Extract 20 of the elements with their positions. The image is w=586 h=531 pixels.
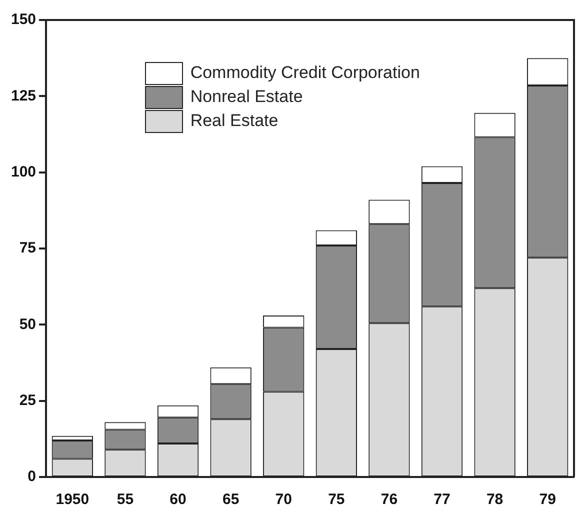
y-tick-label: 75 [19,240,36,257]
x-tick-label: 65 [222,491,240,508]
legend-label: Commodity Credit Corporation [190,63,420,84]
y-tick-label: 0 [28,468,36,486]
y-tick-label: 50 [19,316,36,333]
x-tick-label: 76 [380,491,398,508]
x-tick-label: 55 [116,491,134,508]
x-tick-label: 78 [486,491,504,508]
x-tick-label: 70 [275,491,292,508]
y-tick-label: 100 [10,163,36,180]
y-tick-label: 25 [19,392,36,409]
y-tick-label: 150 [10,11,36,28]
x-tick-label: 75 [328,491,345,508]
y-tick-label: 125 [10,87,36,104]
x-tick-label: 1950 [56,491,90,508]
legend-label: Nonreal Estate [190,87,303,108]
legend-label: Real Estate [190,111,278,132]
x-tick-label: 77 [434,491,450,508]
x-tick-label: 60 [170,491,186,508]
x-tick-label: 79 [539,491,556,508]
